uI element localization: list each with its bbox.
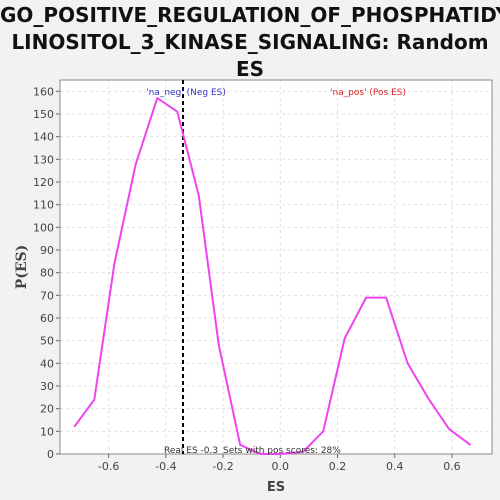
y-tick-label: 40 — [40, 357, 54, 370]
x-axis-label: ES — [267, 480, 285, 495]
pos-es-annotation: 'na_pos' (Pos ES) — [330, 88, 406, 98]
x-tick-label: 0.6 — [443, 460, 461, 473]
chart-title-line-2: LINOSITOL_3_KINASE_SIGNALING: Random ES — [11, 30, 489, 81]
y-tick-label: 150 — [33, 108, 54, 121]
y-tick-label: 140 — [33, 131, 54, 144]
x-tick-label: 0.0 — [272, 460, 290, 473]
y-tick-label: 90 — [40, 244, 54, 257]
x-tick-label: -0.2 — [212, 460, 233, 473]
x-tick-label: 0.2 — [329, 460, 347, 473]
y-tick-label: 70 — [40, 289, 54, 302]
grid — [60, 80, 492, 455]
x-tick-label: -0.6 — [98, 460, 119, 473]
plot-area — [60, 80, 492, 454]
y-tick-label: 130 — [33, 153, 54, 166]
chart-title-line-1: GO_POSITIVE_REGULATION_OF_PHOSPHATIDY — [0, 3, 500, 27]
y-axis-label: P(ES) — [14, 245, 30, 290]
y-tick-label: 10 — [40, 425, 54, 438]
y-tick-label: 0 — [47, 448, 54, 461]
real-es-annotation: Real ES -0.3 — [164, 446, 218, 456]
y-tick-label: 120 — [33, 176, 54, 189]
x-tick-label: 0.4 — [386, 460, 404, 473]
y-tick-label: 160 — [33, 85, 54, 98]
pos-scores-annotation: Sets with pos scores: 28% — [223, 446, 341, 456]
neg-es-annotation: 'na_neg' (Neg ES) — [146, 88, 226, 98]
x-tick-label: -0.4 — [155, 460, 176, 473]
y-tick-label: 50 — [40, 335, 54, 348]
series-line — [73, 97, 472, 455]
y-tick-label: 80 — [40, 267, 54, 280]
series-layer — [73, 80, 472, 455]
y-tick-label: 100 — [33, 221, 54, 234]
y-tick-label: 20 — [40, 403, 54, 416]
y-tick-label: 30 — [40, 380, 54, 393]
y-tick-label: 60 — [40, 312, 54, 325]
y-tick-label: 110 — [33, 199, 54, 212]
